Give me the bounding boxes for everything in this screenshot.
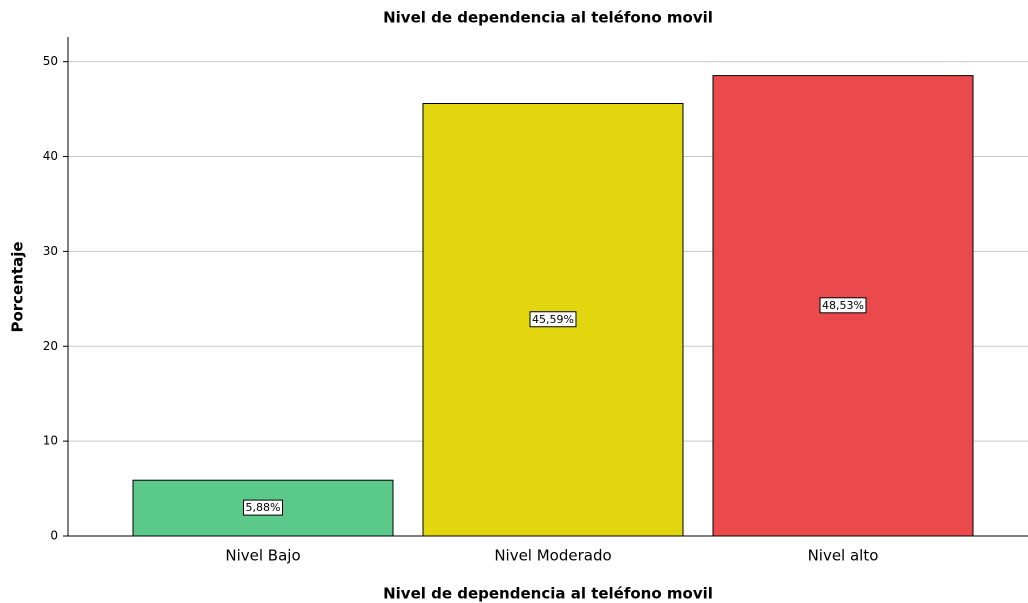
x-tick-label: Nivel alto [808,547,879,565]
y-tick-label: 0 [50,529,58,543]
x-axis-title: Nivel de dependencia al teléfono movil [383,585,713,603]
chart-title: Nivel de dependencia al teléfono movil [383,9,713,27]
data-label-box [243,499,283,516]
y-tick-label: 20 [43,339,58,353]
data-label-box [819,297,867,314]
data-label-group: 45,59% [529,311,577,328]
data-label-group: 48,53% [819,297,867,314]
data-label: 48,53% [822,299,864,312]
data-label: 5,88% [246,501,281,514]
x-tick-label: Nivel Bajo [225,547,300,565]
data-label: 45,59% [532,313,574,326]
y-tick-label: 30 [43,244,58,258]
y-tick-label: 40 [43,149,58,163]
data-label-group: 5,88% [243,499,283,516]
x-tick-label: Nivel Moderado [494,547,611,565]
y-tick-label: 10 [43,434,58,448]
y-axis-title: Porcentaje [9,241,27,332]
y-tick-label: 50 [43,54,58,68]
data-label-box [529,311,577,328]
